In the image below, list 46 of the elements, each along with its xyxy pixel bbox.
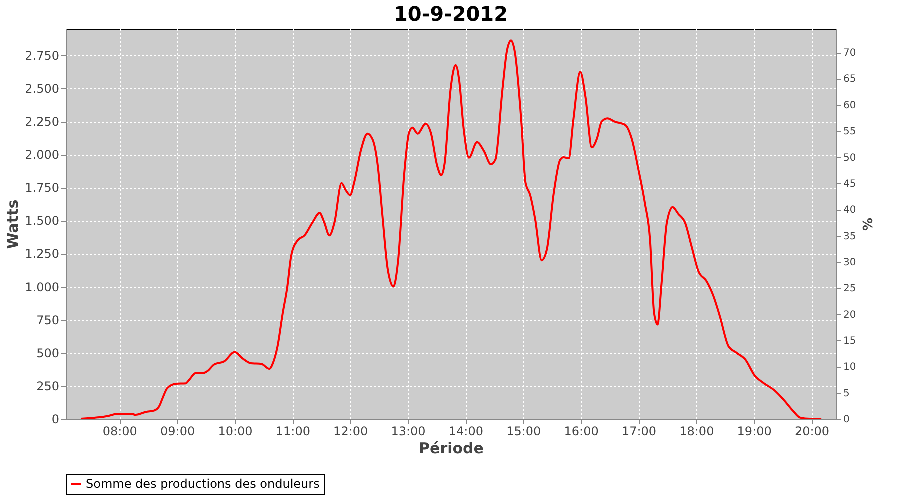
y2-tick-label: 65 <box>844 74 856 86</box>
y2-tick-label: 25 <box>844 284 856 295</box>
y-tick-label: 1.750 <box>25 181 60 196</box>
y2-tick-label: 5 <box>844 388 850 400</box>
y2-tick-label: 30 <box>844 257 856 268</box>
y-tick-label: 1.250 <box>25 247 60 262</box>
y-tick-label: 2.500 <box>25 82 60 96</box>
y2-axis-title: % <box>859 218 874 232</box>
y-tick-label: 1.500 <box>25 214 60 228</box>
x-tick-label: 15:00 <box>506 424 542 438</box>
x-tick-label: 11:00 <box>276 424 310 438</box>
y2-tick-label: 55 <box>844 126 856 138</box>
y2-tick-label: 70 <box>844 48 856 60</box>
x-tick-label: 09:00 <box>160 424 196 438</box>
y-tick-label: 2.250 <box>25 115 60 130</box>
legend-label: Somme des productions des onduleurs <box>86 477 320 491</box>
y-tick-label: 750 <box>36 313 60 328</box>
y2-tick-label: 40 <box>844 205 856 216</box>
x-tick-label: 19:00 <box>737 424 772 438</box>
y2-tick-label: 20 <box>844 310 856 321</box>
y-tick-label: 500 <box>36 346 60 360</box>
x-tick-label: 16:00 <box>564 424 599 438</box>
y2-tick-label: 60 <box>844 100 856 112</box>
x-tick-label: 14:00 <box>448 424 484 438</box>
x-tick-label: 17:00 <box>622 424 657 438</box>
y-tick-label: 2.750 <box>25 48 60 63</box>
x-tick-label: 12:00 <box>334 424 368 438</box>
x-tick-label: 18:00 <box>680 424 714 438</box>
x-tick-label: 13:00 <box>391 424 426 438</box>
line-series <box>80 40 823 419</box>
y2-tick-label: 0 <box>844 414 850 426</box>
chart-title: 10-9-2012 <box>394 2 508 26</box>
y-tick-label: 250 <box>36 379 60 394</box>
y-tick-label: 1.000 <box>25 280 60 294</box>
y2-tick-label: 35 <box>844 231 856 242</box>
y2-tick-label: 10 <box>844 362 856 374</box>
x-tick-label: 10:00 <box>218 424 253 438</box>
y2-tick-label: 15 <box>844 336 856 347</box>
x-tick-label: 20:00 <box>794 424 830 438</box>
y2-tick-label: 45 <box>844 178 856 190</box>
y2-tick-label: 50 <box>844 152 856 164</box>
x-axis-title: Période <box>419 440 484 458</box>
y-axis-title: Watts <box>4 200 22 250</box>
x-tick-label: 08:00 <box>102 424 138 438</box>
y-tick-label: 0 <box>52 412 60 426</box>
y-tick-label: 2.000 <box>25 148 60 162</box>
